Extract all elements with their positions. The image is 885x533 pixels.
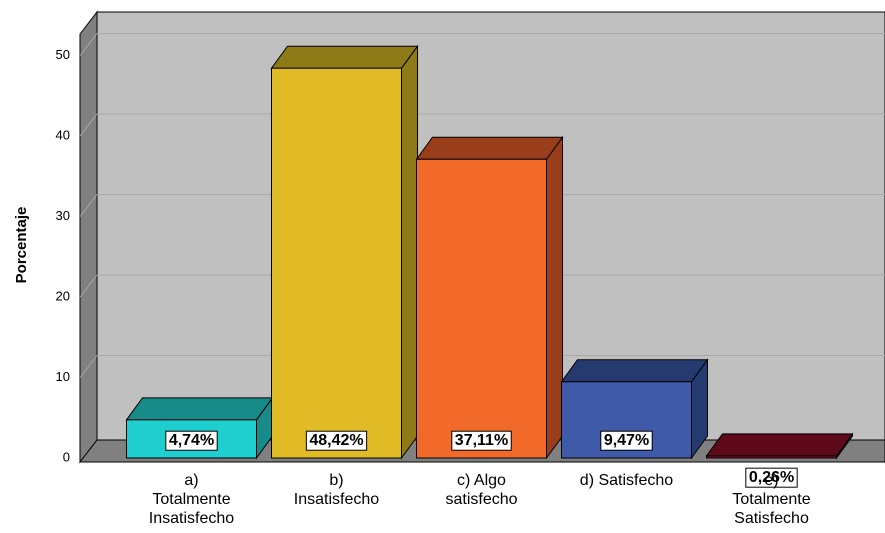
grid-line-side [79, 355, 98, 378]
y-tick-label: 10 [56, 369, 70, 384]
bar-side [546, 135, 563, 460]
bar [706, 455, 837, 459]
y-axis-label: Porcentaje [13, 207, 30, 284]
value-label-box [305, 430, 368, 451]
x-tick-label: Satisfecho [734, 510, 809, 527]
y-tick-label: 0 [63, 449, 70, 464]
value-label: 9,47% [604, 432, 649, 449]
y-tick-label: 30 [56, 208, 70, 223]
y-tick-label: 20 [56, 288, 70, 303]
x-tick-label: Insatisfecho [149, 510, 234, 527]
value-label-box [745, 467, 798, 488]
bar-side [401, 44, 418, 460]
x-tick-label: Totalmente [152, 491, 230, 508]
x-tick-label: d) Satisfecho [580, 472, 673, 489]
value-label: 48,42% [309, 432, 363, 449]
value-label: 37,11% [455, 432, 508, 449]
value-label: 4,74% [169, 432, 214, 449]
bar-top [415, 136, 564, 160]
bar-top [705, 433, 854, 457]
grid-line-side [79, 33, 98, 56]
grid-line-side [79, 194, 98, 217]
bar-top [560, 359, 709, 383]
bar-top [125, 397, 274, 421]
bar-top [270, 45, 419, 69]
x-tick-label: e) [764, 472, 778, 489]
side-wall [79, 10, 98, 464]
x-tick-label: Totalmente [732, 491, 810, 508]
grid-line-side [79, 274, 98, 298]
value-label-box [600, 430, 653, 451]
value-label-box [165, 430, 218, 451]
grid-line-side [79, 113, 98, 137]
x-tick-label: b) [329, 472, 343, 489]
y-tick-label: 40 [56, 127, 70, 142]
x-tick-label: c) Algo [457, 472, 506, 489]
y-tick-label: 50 [56, 47, 70, 62]
bar [416, 158, 547, 459]
value-label: 0,26% [749, 469, 794, 486]
x-tick-label: satisfecho [445, 491, 517, 508]
x-tick-label: a) [184, 472, 198, 489]
x-tick-label: Insatisfecho [294, 491, 379, 508]
bar [271, 67, 402, 459]
value-label-box [451, 430, 512, 451]
